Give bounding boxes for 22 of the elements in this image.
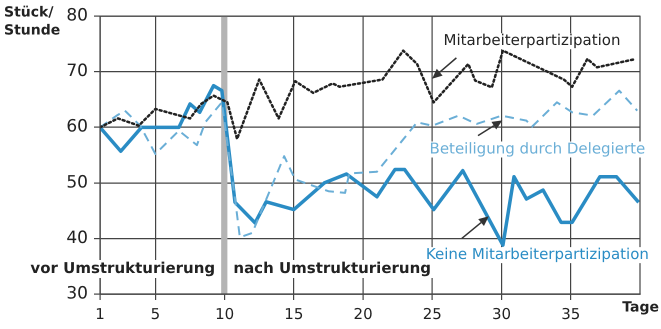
y-axis-title: Stück/ Stunde [4,4,60,39]
x-tick-label: 30 [492,304,512,323]
x-tick-label: 35 [561,304,580,323]
x-axis-title: Tage [622,300,659,316]
annotation: vor Umstrukturierung [30,258,216,277]
series-label: Mitarbeiterpartizipation [444,31,620,50]
line-series [100,49,638,140]
text: Keine Mitarbeiterpartizipation [426,245,649,263]
x-tick-label: 5 [150,304,160,323]
y-tick-label: 40 [66,228,88,248]
x-tick-label: 1 [95,304,105,323]
y-tick-label: 60 [66,116,88,137]
y-tick-label: 80 [66,6,88,26]
annotation: nach Umstrukturierung [233,258,431,277]
y-tick-label: 70 [66,61,88,82]
x-tick-label: 10 [215,304,234,323]
x-tick-label: 15 [284,304,304,323]
series-label: Beteiligung durch Delegierte [430,139,646,158]
y-tick-label: 50 [66,172,88,192]
y-tick-label: 30 [66,283,88,304]
x-tick-label: 20 [354,304,373,323]
x-tick-label: 25 [422,304,442,323]
